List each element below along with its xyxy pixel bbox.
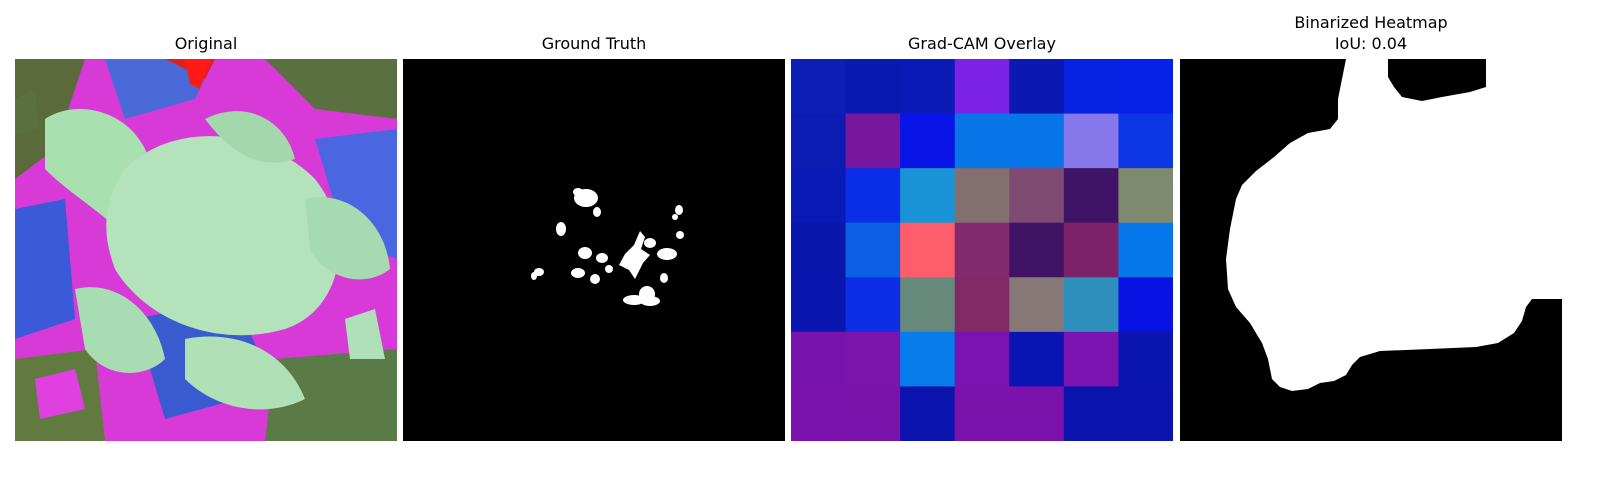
gradcam-cell-r6-c3 <box>954 386 1010 441</box>
gradcam-cell-r5-c0 <box>791 331 847 387</box>
original-image-panel <box>15 59 397 441</box>
gradcam-cell-r2-c2 <box>900 168 956 224</box>
gradcam-cell-r6-c0 <box>791 386 847 441</box>
gradcam-cell-r0-c5 <box>1063 59 1119 115</box>
gradcam-cell-r0-c1 <box>845 59 901 115</box>
gradcam-cell-r1-c5 <box>1063 113 1119 169</box>
gradcam-cell-r6-c6 <box>1118 386 1173 441</box>
gradcam-cell-r5-c3 <box>954 331 1010 387</box>
gradcam-cell-r1-c6 <box>1118 113 1173 169</box>
binarized-region <box>1226 59 1562 391</box>
gradcam-cell-r2-c3 <box>954 168 1010 224</box>
gradcam-cell-r3-c2 <box>900 222 956 278</box>
mask-blobs <box>531 188 684 306</box>
gradcam-overlay-panel <box>791 59 1173 441</box>
gradcam-cell-r1-c3 <box>954 113 1010 169</box>
gradcam-cell-r0-c3 <box>954 59 1010 115</box>
gradcam-cell-r4-c5 <box>1063 277 1119 333</box>
gradcam-cell-r2-c6 <box>1118 168 1173 224</box>
gradcam-cell-r1-c4 <box>1009 113 1065 169</box>
gradcam-cell-r4-c1 <box>845 277 901 333</box>
gradcam-cell-r3-c4 <box>1009 222 1065 278</box>
gradcam-cell-r3-c6 <box>1118 222 1173 278</box>
gradcam-cell-r5-c4 <box>1009 331 1065 387</box>
gradcam-cell-r0-c0 <box>791 59 847 115</box>
panel-title-gradcam-overlay: Grad-CAM Overlay <box>908 34 1056 53</box>
panel-title-original: Original <box>174 34 238 53</box>
gradcam-cell-r6-c1 <box>845 386 901 441</box>
gradcam-cell-r0-c6 <box>1118 59 1173 115</box>
gradcam-cell-r5-c2 <box>900 331 956 387</box>
gradcam-cell-r3-c1 <box>845 222 901 278</box>
original-image <box>15 59 397 441</box>
gradcam-cell-r1-c1 <box>845 113 901 169</box>
gradcam-cell-r1-c2 <box>900 113 956 169</box>
gradcam-cell-r5-c6 <box>1118 331 1173 387</box>
gradcam-cell-r4-c4 <box>1009 277 1065 333</box>
panel-title-binarized-heatmap: Binarized Heatmap <box>1294 13 1448 32</box>
gradcam-cell-r0-c4 <box>1009 59 1065 115</box>
binarized-heatmap-mask <box>1180 59 1562 441</box>
gradcam-cell-r2-c4 <box>1009 168 1065 224</box>
gradcam-heatmap-grid <box>791 59 1173 441</box>
gradcam-cell-r2-c0 <box>791 168 847 224</box>
gradcam-cell-r5-c1 <box>845 331 901 387</box>
gradcam-cell-r4-c3 <box>954 277 1010 333</box>
gradcam-cell-r2-c5 <box>1063 168 1119 224</box>
ground-truth-panel <box>403 59 785 441</box>
gradcam-cell-r4-c0 <box>791 277 847 333</box>
gradcam-cell-r4-c6 <box>1118 277 1173 333</box>
gradcam-cell-r3-c3 <box>954 222 1010 278</box>
gradcam-cell-r5-c5 <box>1063 331 1119 387</box>
binarized-heatmap-panel <box>1180 59 1562 441</box>
gradcam-cell-r6-c2 <box>900 386 956 441</box>
gradcam-cell-r6-c4 <box>1009 386 1065 441</box>
panel-title-ground-truth: Ground Truth <box>541 34 647 53</box>
gradcam-cell-r0-c2 <box>900 59 956 115</box>
ground-truth-mask <box>403 59 785 441</box>
gradcam-cell-r3-c0 <box>791 222 847 278</box>
gradcam-cell-r3-c5 <box>1063 222 1119 278</box>
gradcam-cell-r1-c0 <box>791 113 847 169</box>
iou-label: IoU: 0.04 <box>1334 34 1408 53</box>
gradcam-cell-r2-c1 <box>845 168 901 224</box>
gradcam-cell-r6-c5 <box>1063 386 1119 441</box>
gradcam-cell-r4-c2 <box>900 277 956 333</box>
